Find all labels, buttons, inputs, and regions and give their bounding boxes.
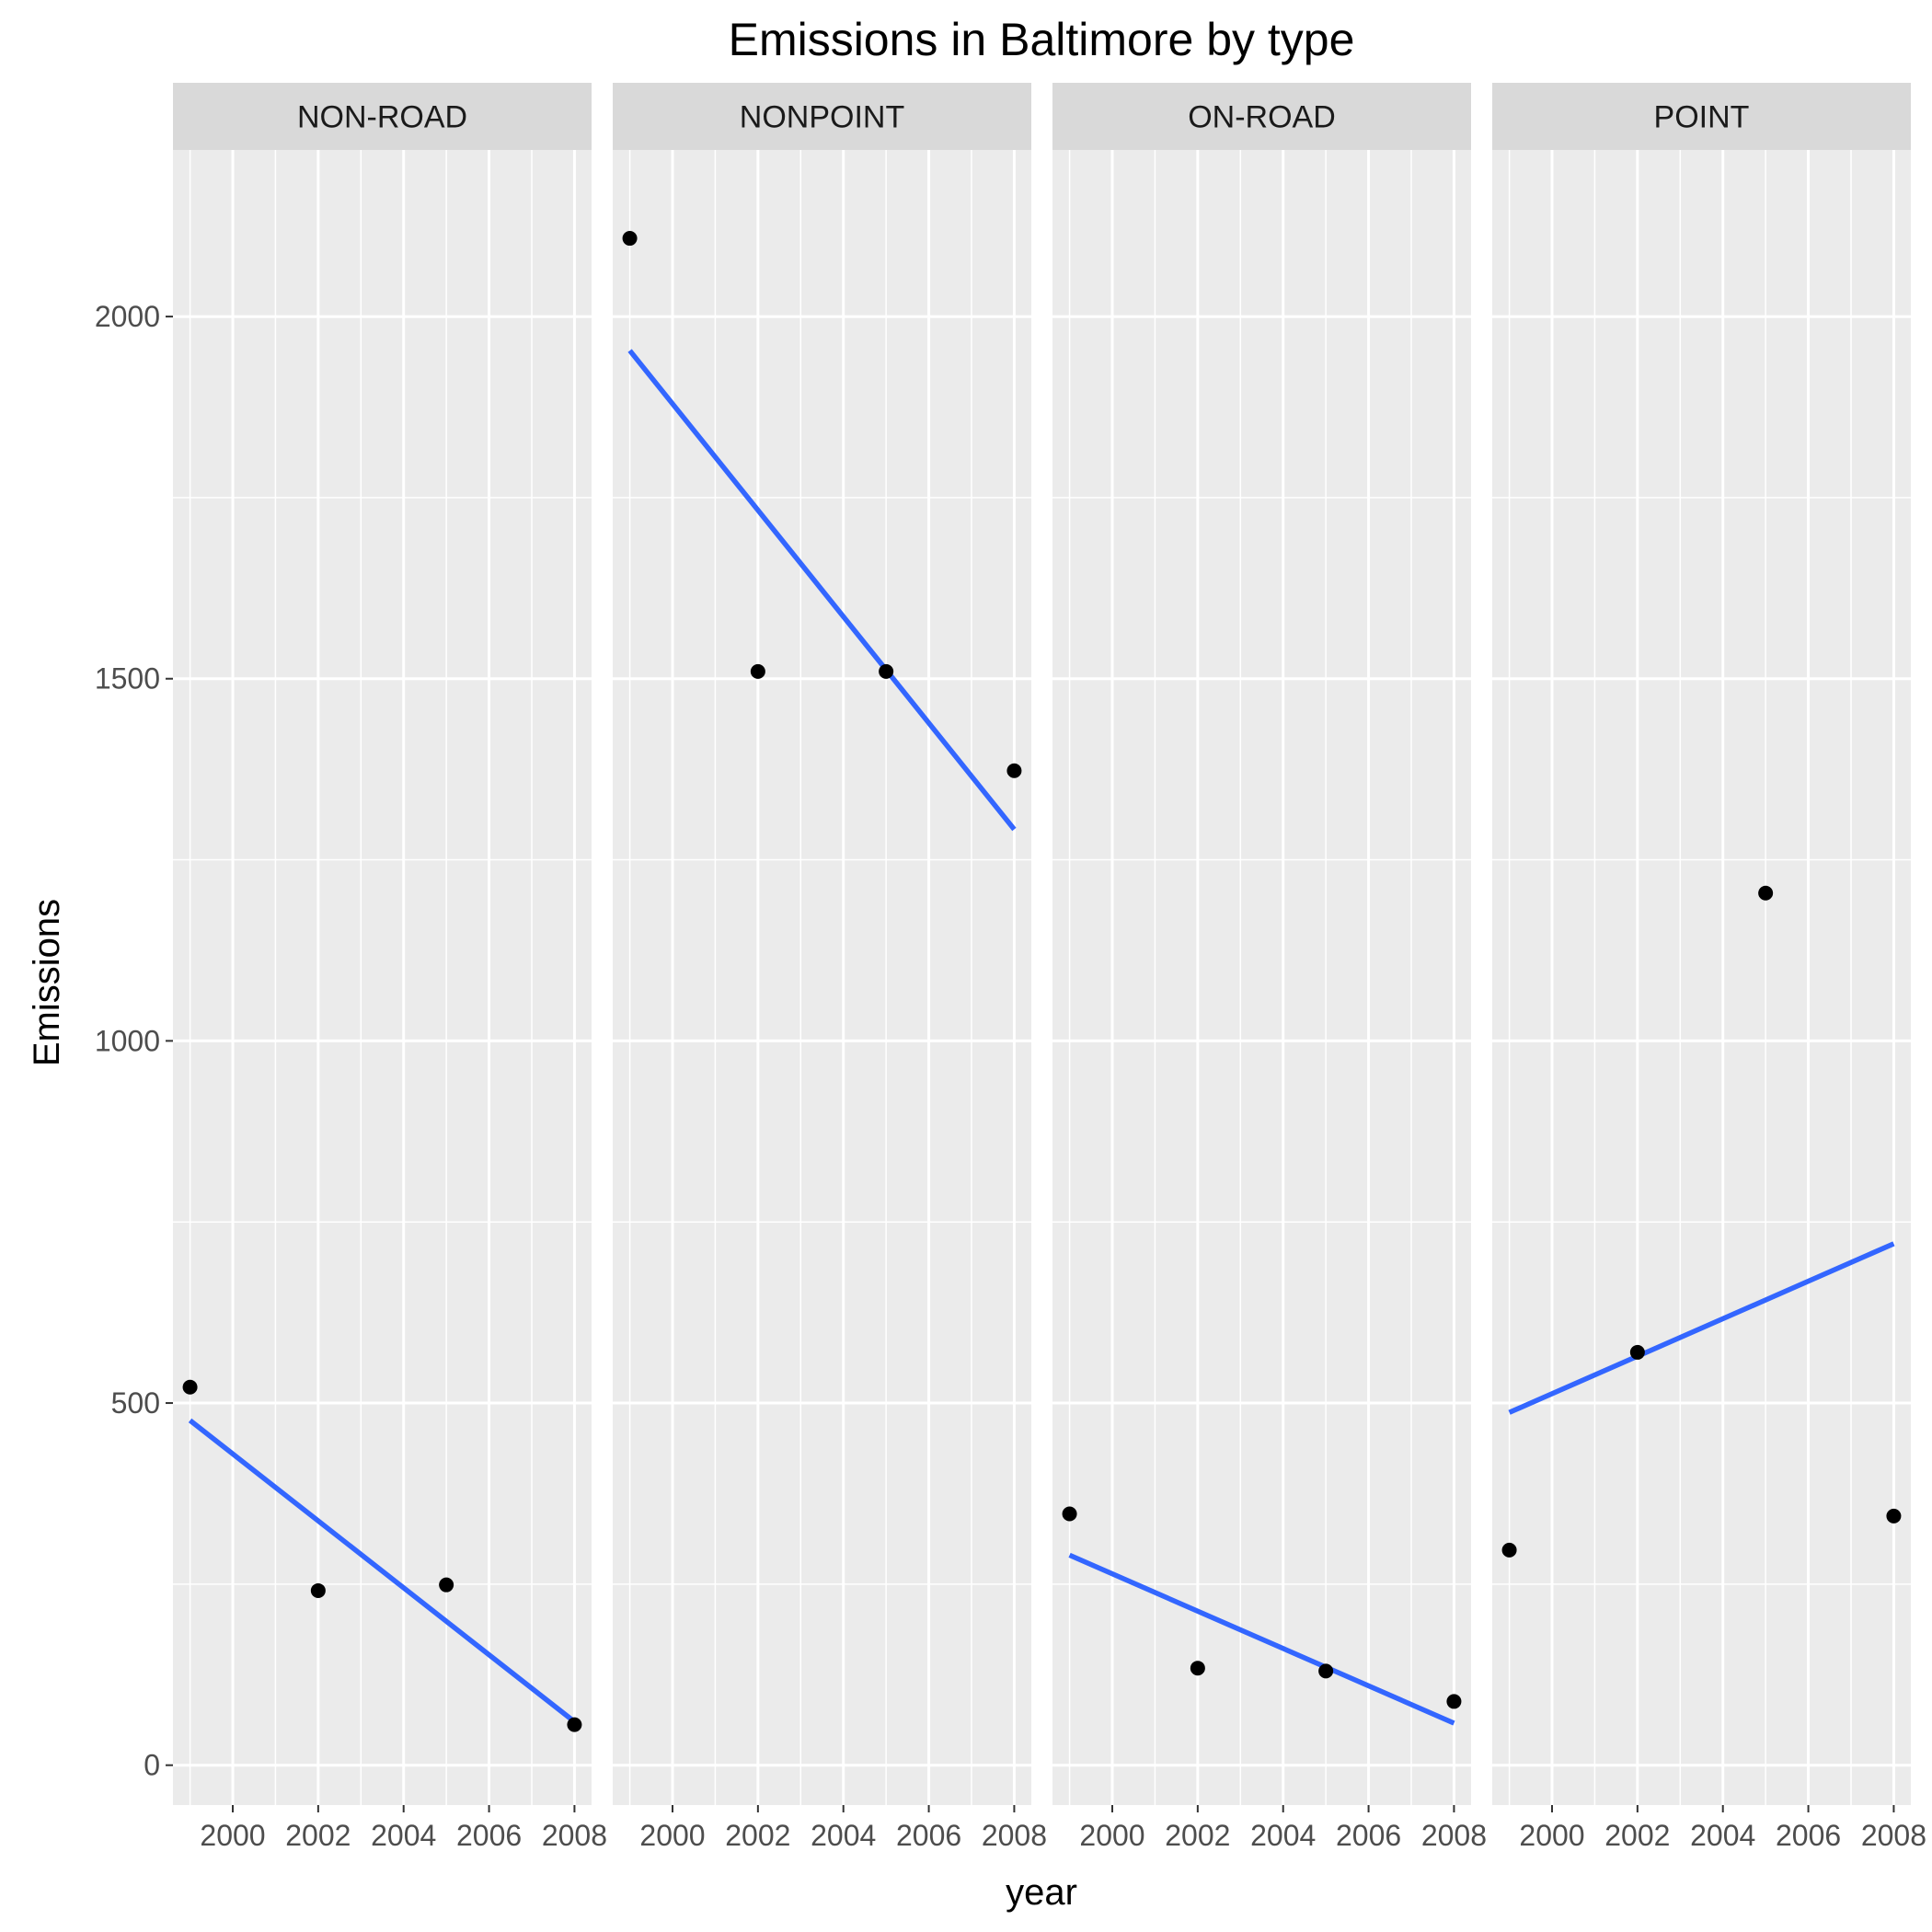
- y-tick-label: 500: [111, 1386, 160, 1420]
- y-tick-label: 0: [144, 1749, 160, 1782]
- y-tick-label: 2000: [95, 300, 160, 333]
- trend-line: [188, 1418, 577, 1724]
- facet-strip-label: NON-ROAD: [297, 100, 467, 135]
- x-axis-title: year: [1006, 1872, 1077, 1913]
- data-point: [1190, 1661, 1205, 1676]
- trend-line: [1068, 1552, 1455, 1726]
- trend-line: [627, 349, 1017, 832]
- data-point: [1318, 1663, 1334, 1679]
- facet-on-road: ON-ROAD 2000 2002 2004 2006 2008: [1052, 83, 1487, 1852]
- x-tick-label: 2006: [1776, 1819, 1841, 1852]
- x-tick-label: 2004: [1250, 1819, 1316, 1852]
- facet-panel-bg: [1052, 150, 1471, 1805]
- data-point: [1446, 1694, 1462, 1709]
- x-tick-label: 2008: [542, 1819, 607, 1852]
- data-point: [1886, 1508, 1902, 1524]
- data-point: [1501, 1542, 1517, 1558]
- x-tick-label: 2008: [1421, 1819, 1487, 1852]
- x-tick-label: 2000: [1519, 1819, 1584, 1852]
- data-point: [1629, 1344, 1645, 1360]
- x-tick-label: 2008: [1861, 1819, 1926, 1852]
- x-tick-label: 2006: [896, 1819, 961, 1852]
- facet-strip-label: ON-ROAD: [1188, 100, 1336, 135]
- x-tick-label: 2004: [811, 1819, 876, 1852]
- x-tick-label: 2004: [371, 1819, 436, 1852]
- data-point: [310, 1582, 326, 1598]
- x-tick-label: 2008: [982, 1819, 1047, 1852]
- data-point: [622, 231, 638, 247]
- data-point: [1758, 885, 1774, 901]
- trend-line: [1508, 1241, 1895, 1415]
- data-point: [750, 663, 765, 679]
- data-point: [1006, 763, 1022, 778]
- y-axis-title: Emissions: [27, 899, 67, 1066]
- facet-strip: [1052, 83, 1471, 150]
- facet-strip: [1492, 83, 1911, 150]
- chart-title: Emissions in Baltimore by type: [729, 14, 1355, 65]
- facet-nonpoint: NONPOINT 2000 2002 2004 2006 2008: [613, 83, 1047, 1852]
- y-axis: 0 500 1000 1500 2000: [95, 300, 173, 1782]
- data-point: [1062, 1506, 1077, 1522]
- x-tick-label: 2002: [1165, 1819, 1230, 1852]
- facet-strip-label: POINT: [1654, 100, 1750, 135]
- x-tick-label: 2006: [1336, 1819, 1401, 1852]
- x-tick-label: 2006: [456, 1819, 522, 1852]
- facet-panel-bg: [1492, 150, 1911, 1805]
- facet-panel-bg: [613, 150, 1031, 1805]
- facet-strip: [173, 83, 592, 150]
- facet-point: POINT 2000 2002 2004 2006 2008: [1492, 83, 1926, 1852]
- x-tick-label: 2002: [285, 1819, 351, 1852]
- facet-non-road: NON-ROAD 2000 2002 2004 2006 2008: [173, 83, 607, 1852]
- data-point: [182, 1379, 198, 1395]
- facet-panels: NON-ROAD 2000 2002 2004 2006 2008 NONPOINT 2000…: [173, 83, 1926, 1852]
- x-tick-label: 2002: [1604, 1819, 1670, 1852]
- facet-panel-bg: [173, 150, 592, 1805]
- x-tick-label: 2000: [639, 1819, 705, 1852]
- x-tick-label: 2004: [1690, 1819, 1755, 1852]
- data-point: [879, 663, 894, 679]
- data-point: [567, 1717, 582, 1732]
- y-tick-label: 1500: [95, 662, 160, 696]
- data-point: [439, 1577, 454, 1593]
- x-tick-label: 2000: [200, 1819, 265, 1852]
- y-tick-label: 1000: [95, 1024, 160, 1057]
- x-tick-label: 2002: [725, 1819, 790, 1852]
- facet-strip-label: NONPOINT: [740, 100, 904, 135]
- x-tick-label: 2000: [1079, 1819, 1144, 1852]
- facet-strip: [613, 83, 1031, 150]
